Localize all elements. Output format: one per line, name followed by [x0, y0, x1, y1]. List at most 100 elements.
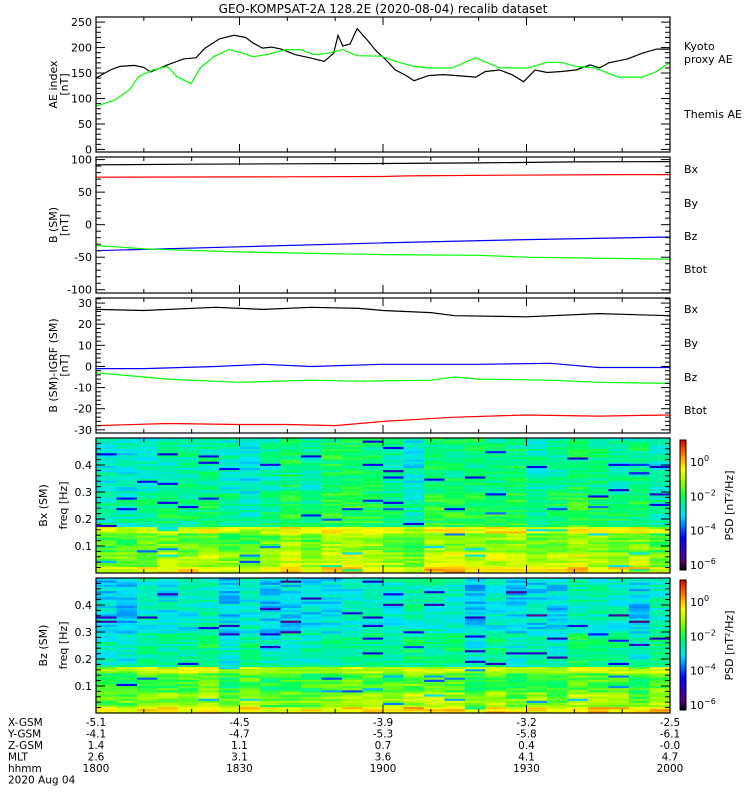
spectrogram-cell: [629, 689, 650, 693]
ephemeris-value: -5.3: [373, 729, 394, 741]
spectrogram-cell: [96, 613, 117, 617]
spectrogram-cell: [403, 645, 425, 649]
spectrogram-cell: [137, 651, 158, 655]
spectrogram-cell: [301, 554, 322, 557]
spectrogram-cell: [444, 584, 466, 587]
spectrogram-cell: [280, 653, 302, 657]
spectrogram-cell: [567, 611, 589, 615]
spectrogram-cell: [239, 492, 261, 496]
spectrogram-cell: [280, 647, 302, 651]
spectrogram-cell: [383, 668, 404, 672]
spectrogram-cell: [526, 473, 548, 477]
spectrogram-cell: [362, 706, 384, 710]
spectrogram-cell: [608, 624, 630, 628]
spectrogram-cell: [547, 570, 568, 574]
spectrogram-cell: [137, 630, 158, 634]
spectrogram-cell: [342, 710, 363, 714]
spectrogram-cell: [465, 596, 486, 600]
ephemeris-row-label: Z-GSM: [8, 740, 43, 752]
spectrogram-cell: [301, 702, 322, 706]
spectrogram-cell: [342, 490, 363, 494]
spectrogram-cell: [260, 630, 281, 634]
spectrogram-cell: [506, 694, 527, 697]
spectrogram-cell: [465, 645, 486, 649]
colorbar-segment: [680, 619, 686, 622]
spectrogram-cell: [608, 566, 630, 570]
spectrogram-cell: [280, 556, 302, 559]
spectrogram-cell: [403, 706, 425, 710]
spectrogram-cell: [342, 549, 363, 553]
spectrogram-cell: [383, 630, 404, 634]
spectrogram-cell: [465, 666, 486, 670]
spectrogram-cell: [526, 471, 548, 475]
spectrogram-cell: [280, 698, 302, 701]
spectrogram-cell: [485, 564, 507, 568]
spectrogram-cell: [444, 641, 466, 644]
spectrogram-cell: [424, 558, 445, 561]
colorbar-segment: [680, 487, 686, 491]
spectrogram-cell: [444, 522, 466, 525]
spectrogram-cell: [96, 647, 117, 651]
spectrogram-cell: [649, 471, 671, 475]
spectrogram-cell: [178, 596, 199, 600]
spectrogram-cell: [588, 666, 609, 670]
spectrogram-cell: [403, 473, 425, 477]
spectrogram-cell: [608, 564, 630, 568]
spectrogram-cell: [506, 448, 527, 452]
spectrogram-cell: [567, 708, 589, 712]
spectrogram-cell: [526, 603, 548, 606]
spectrogram-cell: [444, 618, 466, 621]
spectrogram-cell: [321, 448, 343, 452]
spectrogram-cell: [342, 582, 363, 585]
spectrogram-cell: [567, 702, 589, 706]
spectrogram-cell: [301, 656, 322, 659]
spectrogram-cell: [280, 492, 302, 496]
spectrogram-cell: [547, 691, 568, 695]
spectrogram-cell: [506, 554, 527, 557]
spectrogram-cell: [301, 685, 322, 689]
spectrogram-cell: [239, 501, 261, 504]
spectrogram-cell: [588, 664, 609, 668]
spectrogram-cell: [383, 620, 404, 623]
spectrogram-cell: [219, 452, 240, 456]
colorbar-segment: [680, 660, 686, 663]
spectrogram-cell: [157, 558, 179, 561]
spectrogram-cell: [178, 480, 199, 483]
ephemeris-value: -6.1: [660, 729, 681, 741]
spectrogram-cell: [96, 594, 117, 598]
spectrogram-cell: [321, 450, 343, 454]
spectrogram-cell: [362, 643, 384, 646]
spectrogram-cell: [383, 613, 404, 617]
colorbar-segment: [680, 453, 686, 456]
spectrogram-cell: [280, 484, 302, 488]
spectrogram-cell: [198, 566, 220, 570]
spectrogram-cell: [342, 677, 363, 680]
spectrogram-cell: [465, 649, 486, 653]
spectrogram-cell: [321, 475, 343, 479]
spectrogram-cell: [567, 482, 589, 485]
spectrogram-cell: [198, 660, 220, 663]
spectrogram-cell: [260, 564, 281, 568]
spectrogram-cell: [567, 541, 589, 544]
spectrogram-cell: [547, 706, 568, 710]
spectrogram-cell: [342, 450, 363, 454]
colorbar-segment: [680, 616, 686, 620]
spectrogram-cell: [280, 590, 302, 594]
spectrogram-cell: [116, 566, 138, 570]
spectrogram-cell: [526, 480, 548, 483]
spectrogram-cell: [485, 513, 507, 517]
spectrogram-cell: [280, 467, 302, 471]
spectrogram-cell: [219, 694, 240, 697]
spectrogram-cell: [547, 580, 568, 583]
spectrogram-cell: [280, 490, 302, 494]
spectrogram-cell: [383, 660, 404, 663]
colorbar-segment: [680, 584, 686, 587]
spectrogram-cell: [280, 609, 302, 613]
spectrogram-cell: [157, 520, 179, 523]
spectrogram-cell: [301, 570, 322, 574]
spectrogram-cell: [178, 618, 199, 621]
spectrogram-cell: [178, 452, 199, 456]
spectrogram-cell: [403, 691, 425, 695]
spectrogram-cell: [567, 452, 589, 456]
